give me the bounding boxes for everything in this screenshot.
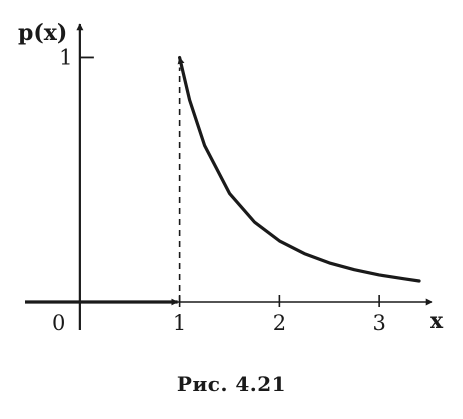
y-axis-label: p(x) — [18, 20, 67, 46]
axes — [25, 23, 433, 330]
origin-label: 0 — [52, 311, 65, 335]
axis-labels: p(x) x 0 1 1 2 3 — [18, 20, 444, 335]
x-tick-label: 1 — [173, 311, 186, 335]
figure-caption: Рис. 4.21 — [176, 372, 287, 396]
plot-marks — [25, 55, 421, 306]
x-tick-label: 2 — [273, 311, 286, 335]
x-tick-label: 3 — [372, 311, 385, 335]
y-tick-label: 1 — [59, 45, 72, 69]
x-axis-label: x — [430, 308, 444, 334]
density-curve — [177, 55, 421, 283]
